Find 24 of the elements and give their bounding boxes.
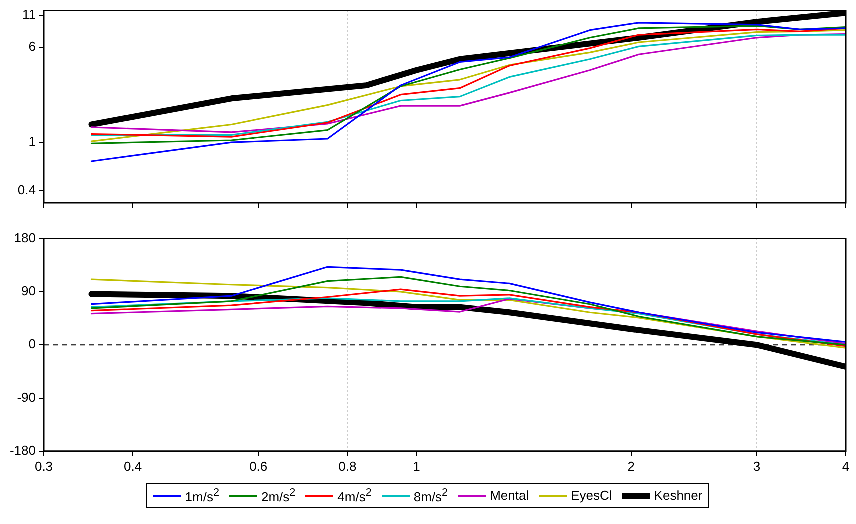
y-tick-label: 11 bbox=[22, 6, 36, 22]
legend-label: 8m/s$^{2}$ bbox=[414, 487, 448, 504]
x-tick-label: 2 bbox=[628, 458, 636, 474]
y-tick-label: 180 bbox=[14, 230, 36, 246]
legend-label: Keshner bbox=[654, 488, 703, 504]
y-tick-label: 90 bbox=[22, 284, 36, 299]
y-tick-label: 0 bbox=[28, 336, 36, 352]
legend-label: 4m/s$^{2}$ bbox=[338, 487, 372, 504]
x-tick-label: 0.4 bbox=[124, 458, 142, 474]
y-tick-label: 0.4 bbox=[18, 182, 36, 198]
y-tick-label: 6 bbox=[28, 39, 36, 54]
legend-label: 1m/s$^{2}$ bbox=[185, 487, 220, 504]
x-tick-label: 3 bbox=[753, 458, 761, 474]
legend-label: Mental bbox=[490, 488, 530, 504]
y-tick-label: -90 bbox=[17, 390, 36, 405]
legend-label: 2m/s$^{2}$ bbox=[261, 487, 296, 504]
x-tick-label: 0.6 bbox=[250, 458, 268, 474]
x-tick-label: 0.3 bbox=[34, 458, 54, 474]
x-tick-label: 0.8 bbox=[338, 458, 357, 474]
legend-label: EyesCl bbox=[571, 488, 612, 504]
y-tick-label: -180 bbox=[10, 442, 36, 458]
x-tick-label: 1 bbox=[413, 458, 420, 474]
y-tick-label: 1 bbox=[28, 134, 36, 150]
x-tick-label: 4 bbox=[842, 458, 850, 474]
